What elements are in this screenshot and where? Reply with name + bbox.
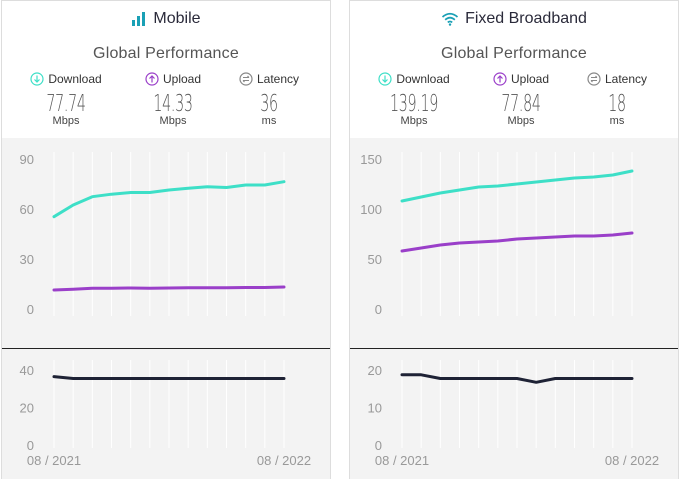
panel-title: Mobile: [153, 10, 201, 27]
panel-title: Fixed Broadband: [465, 10, 587, 27]
metric-value: 36: [260, 91, 278, 117]
metric-value: 77.84: [501, 91, 541, 117]
speed-ytick-label: 0: [375, 302, 382, 317]
x-tick-label: 08 / 2021: [375, 453, 429, 468]
speed-ytick-label: 90: [20, 152, 34, 167]
download-arrow-icon: [378, 72, 392, 86]
metric-unit: Mbps: [400, 115, 428, 127]
signal-bars-icon: [132, 12, 146, 26]
metric-label: Download: [48, 72, 102, 86]
upload-arrow-icon: [493, 72, 507, 86]
metric-value: 77.74: [46, 91, 86, 117]
metric-upload: Upload 14.33 Mbps: [123, 71, 223, 127]
speed-series-upload: [52, 285, 286, 292]
metric-value: 18: [608, 91, 626, 117]
speed-series-download: [400, 169, 634, 203]
latency-ytick-label: 10: [368, 401, 382, 416]
metric-latency: Latency 36 ms: [219, 71, 319, 127]
x-tick-label: 08 / 2022: [605, 453, 659, 468]
metric-label: Download: [396, 72, 450, 86]
panel-subtitle: Global Performance: [441, 45, 587, 62]
metric-label: Latency: [256, 72, 300, 86]
panel-header: Fixed Broadband: [350, 1, 678, 37]
speed-ytick-label: 30: [20, 252, 34, 267]
speed-ytick-label: 150: [360, 152, 382, 167]
speed-ytick-label: 0: [27, 302, 34, 317]
latency-ytick-label: 20: [20, 401, 34, 416]
chart-divider: [350, 348, 678, 349]
x-tick-label: 08 / 2021: [27, 453, 81, 468]
metric-latency: Latency 18 ms: [567, 71, 667, 127]
download-arrow-icon: [30, 72, 44, 86]
latency-series-latency: [400, 373, 634, 384]
metric-label: Upload: [510, 72, 550, 86]
latency-series-latency: [52, 375, 286, 380]
metric-unit: Mbps: [159, 115, 187, 127]
speed-series-upload: [400, 231, 634, 253]
x-tick-label: 08 / 2022: [257, 453, 311, 468]
wifi-icon: [441, 12, 459, 26]
panel-header: Mobile: [2, 1, 330, 37]
metrics-row: Download 77.74 Mbps Upload 14.33 Mbps: [2, 71, 330, 135]
mobile-panel: Mobile Global Performance Download 77.74…: [1, 0, 331, 479]
chart-area: 0 30 60 90 0 20 40 08 / 2021 08 / 2022: [2, 138, 330, 479]
metric-unit: Mbps: [507, 115, 535, 127]
metrics-row: Download 139.19 Mbps Upload 77.84 Mbps: [350, 71, 678, 135]
fixed-broadband-chart: 0 50 100 150 0 10 20 08 / 2021 08 / 2022: [360, 152, 659, 468]
speed-series-download: [52, 180, 286, 219]
latency-ytick-label: 0: [27, 438, 34, 453]
speed-ytick-label: 60: [20, 202, 34, 217]
metric-value: 139.19: [389, 91, 439, 117]
mobile-chart: 0 30 60 90 0 20 40 08 / 2021 08 / 2022: [20, 152, 311, 468]
chart-divider: [2, 348, 330, 349]
latency-icon: [587, 72, 601, 86]
upload-arrow-icon: [145, 72, 159, 86]
panel-subtitle: Global Performance: [93, 45, 239, 62]
metric-label: Upload: [162, 72, 202, 86]
latency-ytick-label: 0: [375, 438, 382, 453]
speed-ytick-label: 50: [368, 252, 382, 267]
metric-unit: Mbps: [52, 115, 80, 127]
latency-ytick-label: 20: [368, 363, 382, 378]
metric-unit: ms: [261, 115, 277, 127]
chart-area: 0 50 100 150 0 10 20 08 / 2021 08 / 2022: [350, 138, 678, 479]
metric-value: 14.33: [153, 91, 193, 117]
metric-download: Download 139.19 Mbps: [364, 71, 464, 127]
speed-ytick-label: 100: [360, 202, 382, 217]
metric-upload: Upload 77.84 Mbps: [471, 71, 571, 127]
latency-ytick-label: 40: [20, 363, 34, 378]
fixed-broadband-panel: Fixed Broadband Global Performance Downl…: [349, 0, 679, 479]
metric-download: Download 77.74 Mbps: [16, 71, 116, 127]
metric-label: Latency: [604, 72, 648, 86]
latency-icon: [239, 72, 253, 86]
metric-unit: ms: [609, 115, 625, 127]
